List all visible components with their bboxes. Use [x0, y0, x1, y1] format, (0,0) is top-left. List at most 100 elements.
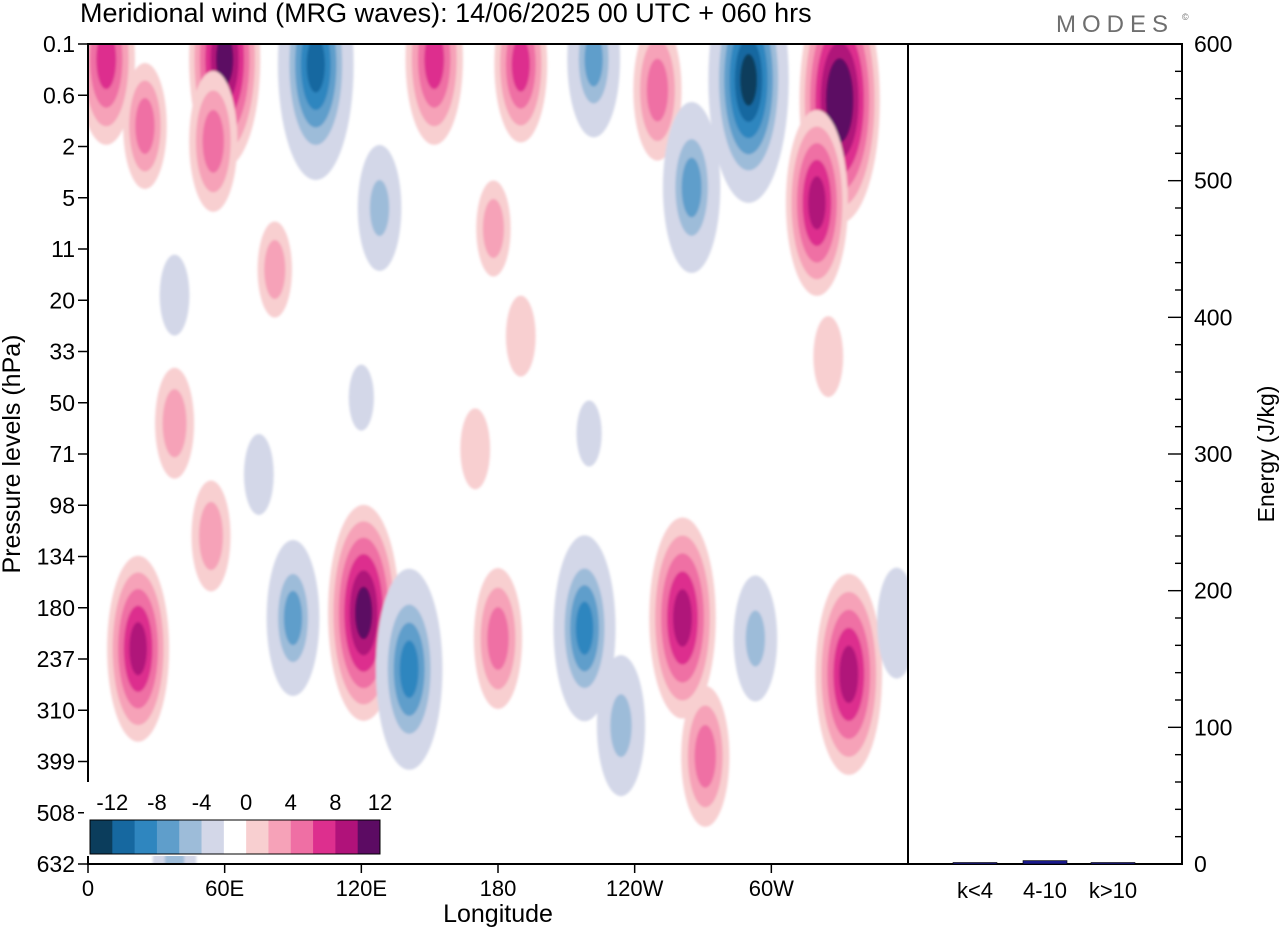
wind-contour — [511, 44, 530, 92]
wind-contour — [884, 588, 908, 658]
colorbar-swatch — [112, 820, 136, 854]
wind-contour — [740, 53, 758, 106]
wind-contour — [369, 180, 390, 236]
wind-contour — [745, 610, 766, 667]
wind-contour — [399, 640, 419, 698]
colorbar-border — [89, 819, 381, 855]
colorbar-swatch — [134, 820, 158, 854]
energy-panel-frame — [907, 43, 1183, 865]
wind-contour — [283, 590, 303, 646]
wind-contour — [306, 44, 325, 93]
energy-tick-label: 0 — [1194, 851, 1207, 877]
heatmap-contours — [88, 44, 908, 864]
energy-bar — [1022, 860, 1068, 865]
pressure-tick-label: 399 — [37, 749, 75, 775]
longitude-tick-label: 60E — [205, 876, 244, 901]
wind-contour — [505, 295, 536, 377]
y-axis-title: Pressure levels (hPa) — [0, 335, 26, 574]
energy-tick-label: 500 — [1194, 168, 1232, 194]
colorbar-label: 8 — [329, 790, 341, 815]
energy-bar — [952, 862, 998, 865]
pressure-tick-label: 632 — [37, 851, 75, 877]
wind-contour — [96, 44, 117, 90]
colorbar-legend: -12 -8 -4 0 4 8 12 — [84, 782, 392, 856]
logo-mark: © — [1182, 12, 1189, 22]
pressure-tick-label: 50 — [49, 390, 75, 416]
energy-categories: k<4 4-10 k>10 — [957, 878, 1137, 903]
energy-tick-label: 400 — [1194, 304, 1232, 330]
colorbar-swatch — [313, 820, 336, 854]
colorbar-swatches — [89, 819, 381, 855]
wind-contour — [487, 607, 509, 670]
colorbar-swatch — [268, 820, 292, 854]
pressure-tick-label: 180 — [37, 595, 75, 621]
energy-category-label: 4-10 — [1023, 878, 1067, 903]
colorbar-swatch — [90, 820, 113, 854]
colorbar-label: 0 — [240, 790, 252, 815]
wind-contour — [681, 157, 702, 218]
longitude-tick-label: 60W — [749, 876, 794, 901]
energy-axis: 0 100 200 300 400 500 600 — [1168, 31, 1232, 877]
wind-contour — [808, 176, 826, 230]
wind-contour — [575, 601, 594, 655]
longitude-tick-label: 120E — [336, 876, 387, 901]
wind-contour — [813, 316, 844, 398]
wind-contour — [424, 44, 445, 90]
longitude-tick-label: 180 — [480, 876, 517, 901]
energy-category-label: k>10 — [1089, 878, 1137, 903]
wind-contour — [672, 589, 693, 647]
wind-contour — [646, 58, 669, 122]
pressure-tick-label: 2 — [62, 134, 75, 160]
pressure-tick-label: 33 — [49, 339, 75, 365]
wind-contour — [839, 645, 859, 704]
modes-logo: MODES © — [1056, 11, 1189, 38]
wind-contour — [264, 239, 286, 300]
pressure-tick-label: 11 — [51, 236, 75, 262]
pressure-tick-label: 310 — [37, 697, 75, 723]
wind-contour — [694, 725, 716, 788]
wind-contour — [610, 694, 632, 757]
chart-title: Meridional wind (MRG waves): 14/06/2025 … — [80, 0, 812, 28]
colorbar-swatch — [335, 820, 359, 854]
colorbar-labels: -12 -8 -4 0 4 8 12 — [96, 790, 392, 815]
wind-contour — [199, 501, 223, 571]
pressure-tick-label: 508 — [37, 800, 75, 826]
wind-contour — [159, 254, 190, 336]
energy-tick-label: 300 — [1194, 441, 1232, 467]
wind-contour — [460, 408, 491, 490]
wind-contour — [348, 364, 374, 431]
pressure-tick-label: 5 — [62, 185, 75, 211]
wind-contour — [584, 44, 603, 87]
colorbar-label: -8 — [147, 790, 167, 815]
energy-tick-label: 100 — [1194, 714, 1232, 740]
wind-contour — [202, 110, 224, 173]
logo-text: MODES — [1056, 11, 1174, 38]
energy-tick-label: 200 — [1194, 578, 1232, 604]
colorbar-swatch — [156, 820, 180, 854]
longitude-tick-label: 0 — [82, 876, 94, 901]
pressure-tick-label: 0.6 — [43, 82, 75, 108]
wind-contour — [354, 586, 373, 640]
x-axis-title: Longitude — [443, 900, 553, 928]
pressure-tick-label: 71 — [49, 441, 75, 467]
pressure-axis: 0.1 0.6 2 5 11 20 33 50 71 98 134 180 237 310 399 508 63… — [37, 31, 88, 877]
longitude-tick-label: 120W — [606, 876, 664, 901]
colorbar-label: -4 — [192, 790, 212, 815]
pressure-tick-label: 134 — [37, 544, 76, 570]
wind-contour — [243, 434, 274, 515]
colorbar-swatch — [223, 820, 247, 854]
wind-contour — [831, 74, 849, 127]
wind-contour — [129, 622, 147, 676]
pressure-tick-label: 237 — [37, 646, 75, 672]
colorbar-swatch — [246, 820, 269, 854]
colorbar-swatch — [357, 820, 381, 854]
wind-contour — [162, 389, 187, 458]
pressure-tick-label: 0.1 — [43, 31, 75, 57]
energy-tick-label: 600 — [1194, 31, 1232, 57]
colorbar-swatch — [201, 820, 225, 854]
colorbar-label: -12 — [96, 790, 128, 815]
colorbar-swatch — [290, 820, 314, 854]
wind-contour — [482, 198, 505, 259]
colorbar-label: 12 — [368, 790, 392, 815]
